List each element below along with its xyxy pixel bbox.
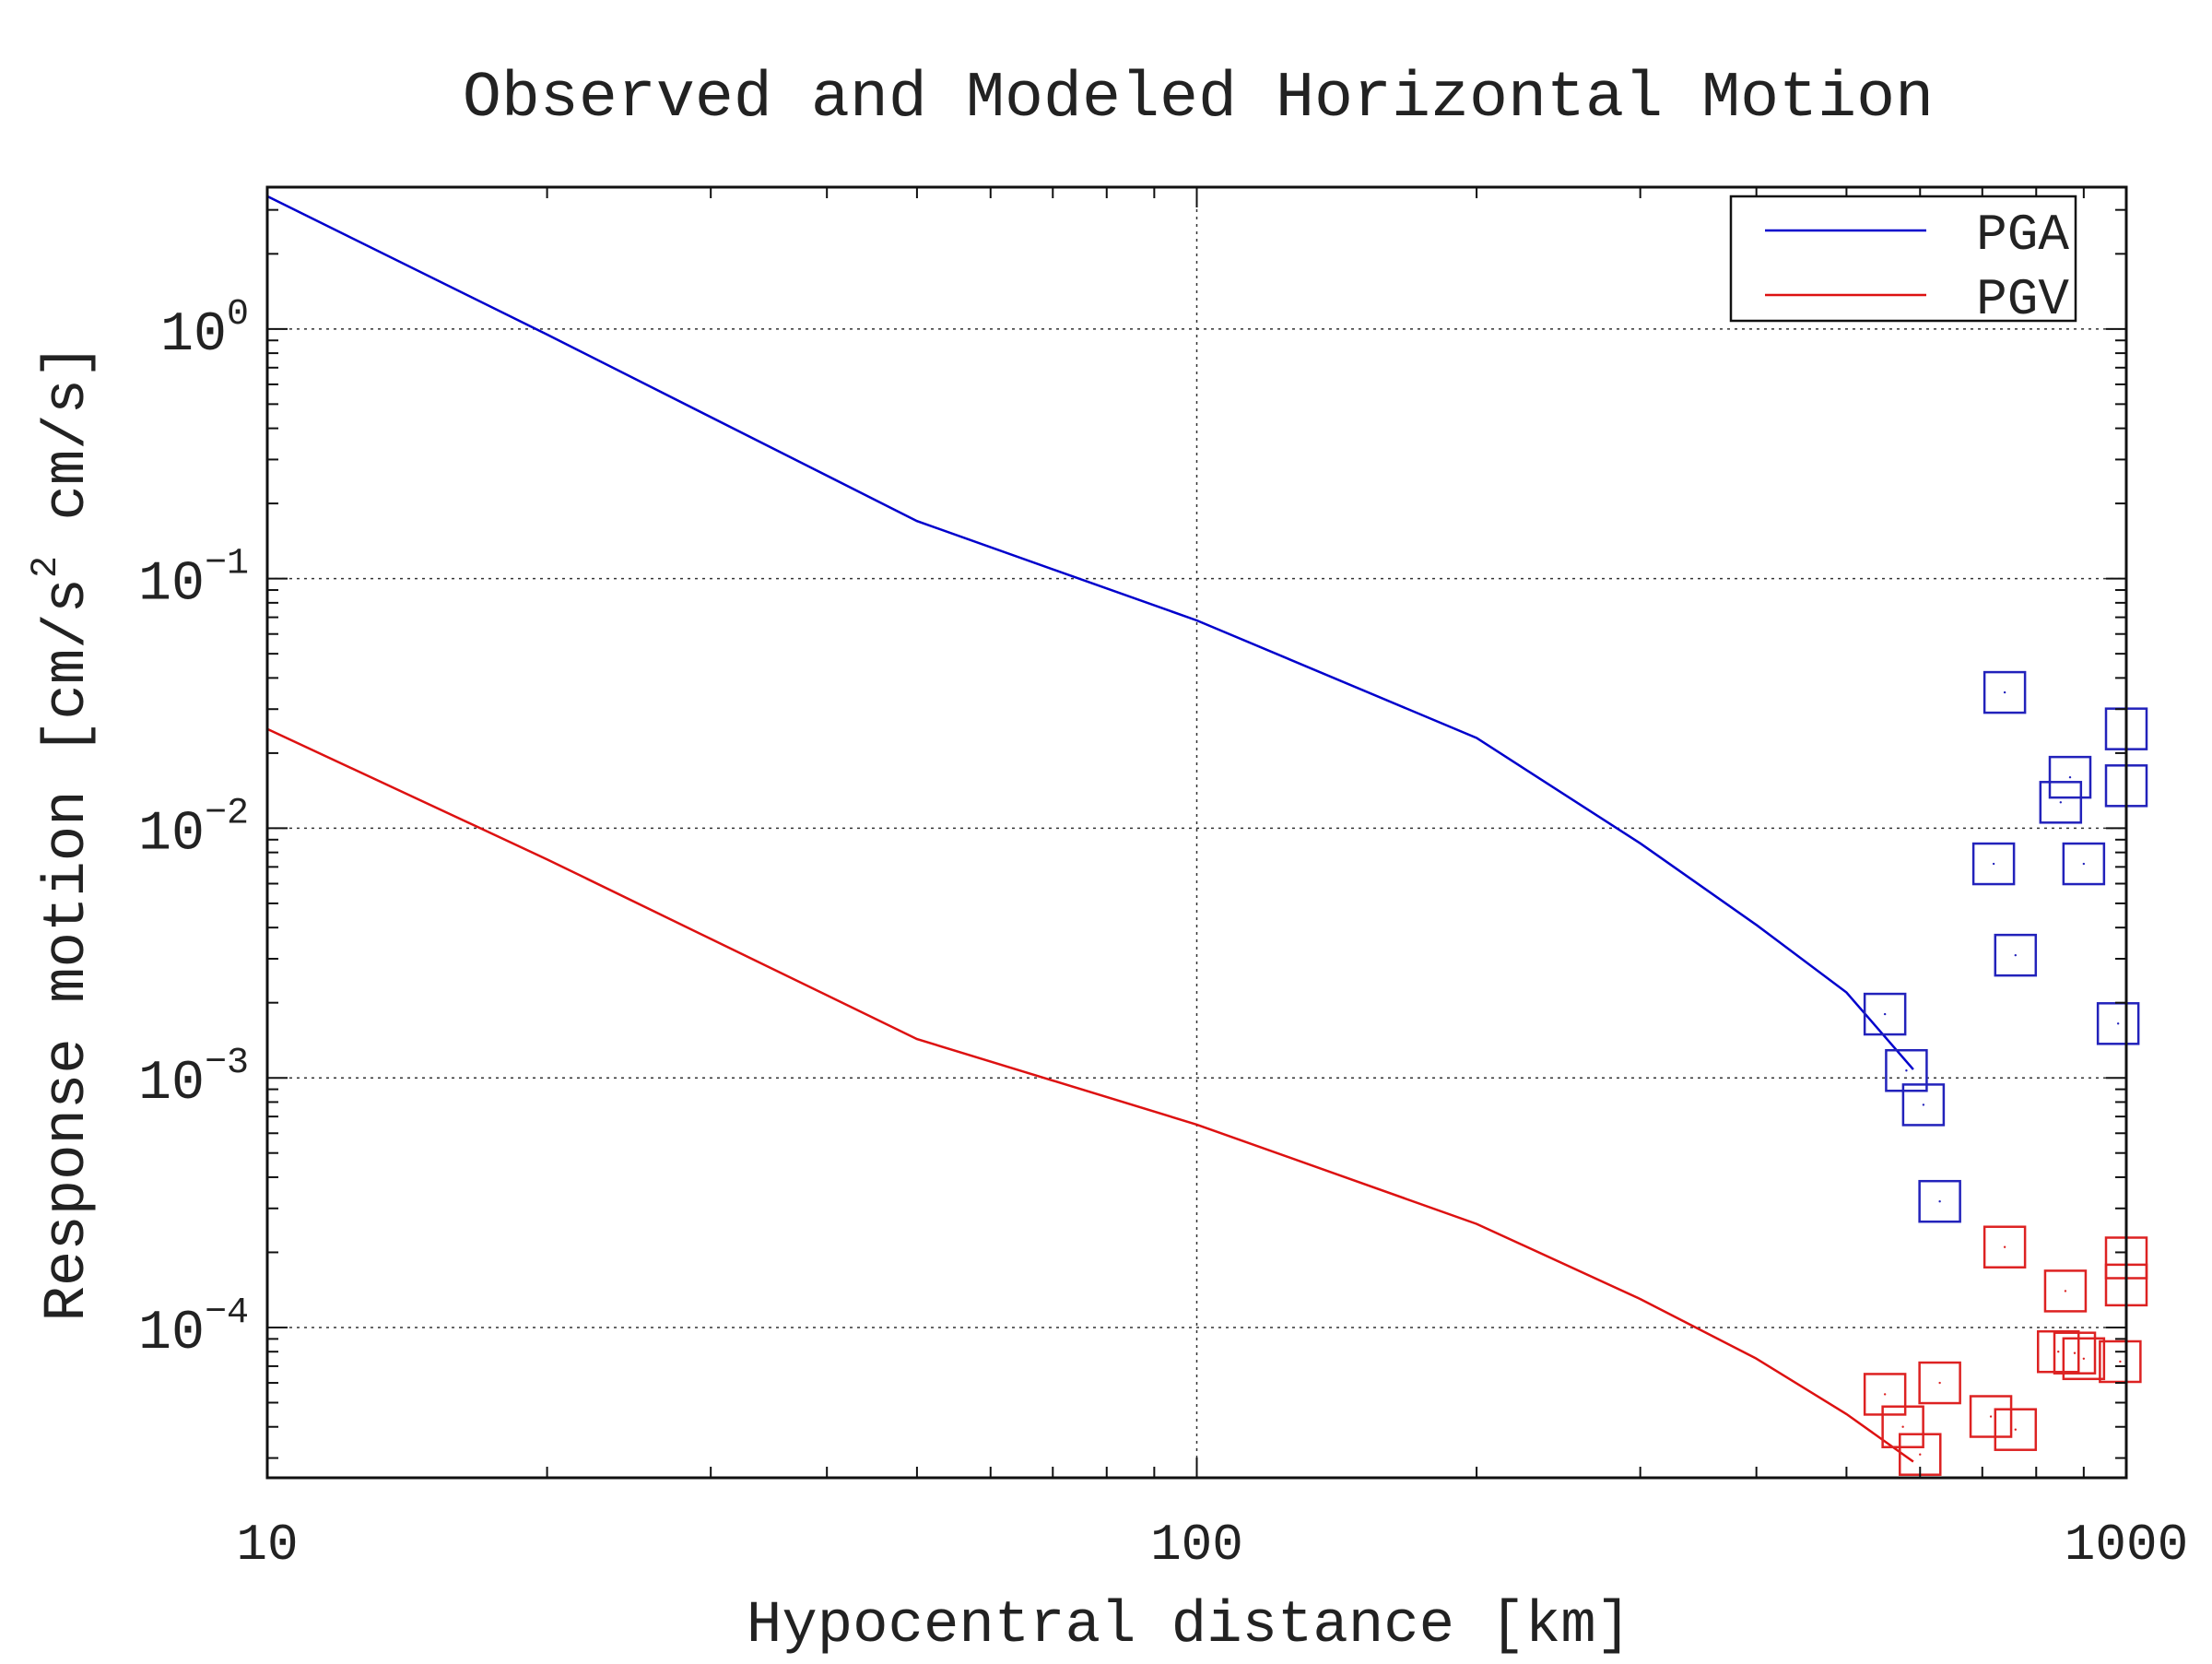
observed-point-dot [2003, 1245, 2006, 1248]
observed-point-pgv [2053, 1331, 2097, 1375]
observed-point-pga [1885, 1048, 1928, 1092]
observed-point-dot [1992, 862, 1995, 866]
observed-point-dot [2059, 801, 2063, 804]
y-tick-base: 10 [138, 1303, 205, 1365]
observed-point-pga [2039, 781, 2083, 824]
observed-point-pga [1863, 992, 1907, 1036]
observed-point-pgv [2099, 1339, 2142, 1384]
x-tick-label: 10 [236, 1516, 298, 1575]
observed-point-pgv [2062, 1337, 2106, 1381]
observed-point-pgv [1863, 1373, 1907, 1416]
legend-label-pgv: PGV [1976, 270, 2069, 329]
observed-point-dot [2082, 1357, 2086, 1361]
series-line-pga [266, 195, 1914, 1070]
y-tick-exponent: −2 [205, 793, 249, 834]
observed-point-dot [2068, 775, 2072, 779]
series-line-pgv [266, 727, 1914, 1463]
x-axis-label: Hypocentral distance [km] [747, 1593, 1631, 1659]
y-tick-base: 10 [138, 1053, 205, 1115]
observed-point-dot [1883, 1012, 1887, 1016]
grid [267, 187, 2126, 1478]
legend-box [1729, 195, 2077, 323]
y-tick-exponent: −3 [205, 1043, 249, 1084]
observed-point-pga [1994, 933, 2038, 977]
y-tick-label: 10−2 [138, 793, 249, 866]
observed-point-pgv [2043, 1269, 2088, 1313]
observed-point-pga [1971, 842, 2016, 886]
y-axis-label-suffix: cm/s] [35, 344, 101, 556]
y-tick-label: 100 [160, 294, 249, 367]
chart-title: Observed and Modeled Horizontal Motion [463, 63, 1934, 136]
observed-point-dot [2057, 1351, 2060, 1353]
observed-point-dot [2116, 1022, 2120, 1025]
observed-point-pgv [1983, 1225, 2027, 1269]
x-tick-label: 100 [1150, 1516, 1243, 1575]
observed-point-pga [1901, 1083, 1946, 1127]
observed-point-dot [1919, 1453, 1922, 1456]
observed-point-dot [2119, 1360, 2122, 1363]
observed-point-pgv [1969, 1395, 2013, 1438]
observed-point-dot [1901, 1425, 1904, 1428]
observed-point-dot [1938, 1199, 1941, 1203]
y-axis-label-sup: 2 [26, 556, 67, 578]
observed-point-pgv [1881, 1405, 1924, 1448]
observed-point-pgv [1994, 1408, 2038, 1451]
observed-point-pgv [1918, 1361, 1961, 1405]
observed-point-dot [2064, 1290, 2067, 1292]
observed-point-dot [2014, 953, 2018, 957]
y-tick-base: 10 [160, 304, 227, 367]
observed-point-dot [2073, 1351, 2077, 1354]
y-tick-base: 10 [138, 554, 205, 617]
observed-point-pgv [2036, 1329, 2080, 1374]
axis-ticks [266, 187, 2127, 1478]
y-tick-base: 10 [138, 803, 205, 866]
observed-point-pga [1918, 1179, 1961, 1223]
observed-point-dot [1922, 1103, 1925, 1106]
y-tick-exponent: −1 [205, 544, 249, 585]
y-tick-label: 10−3 [138, 1043, 249, 1115]
observed-point-dot [1938, 1381, 1941, 1385]
observed-point-dot [1883, 1393, 1887, 1396]
observed-markers [1863, 670, 2148, 1476]
observed-point-dot [1905, 1069, 1908, 1072]
y-axis-label: Response motion [cm/s2 cm/s] [26, 344, 101, 1322]
legend-label-pga: PGA [1976, 206, 2069, 265]
y-tick-label: 10−1 [138, 544, 249, 617]
y-tick-exponent: 0 [227, 294, 249, 336]
y-tick-label: 10−4 [138, 1292, 249, 1365]
observed-point-dot [2003, 690, 2006, 694]
observed-point-pga [2062, 842, 2106, 886]
x-tick-label: 1000 [2065, 1516, 2188, 1575]
series-layer [266, 195, 1914, 1463]
observed-point-dot [2082, 862, 2086, 866]
observed-point-pga [2048, 755, 2092, 799]
observed-point-dot [1989, 1415, 1993, 1418]
observed-point-pga [1983, 670, 2027, 714]
y-tick-exponent: −4 [205, 1292, 249, 1334]
observed-point-dot [2014, 1428, 2018, 1431]
y-axis-label-prefix: Response motion [cm/s [35, 578, 101, 1322]
